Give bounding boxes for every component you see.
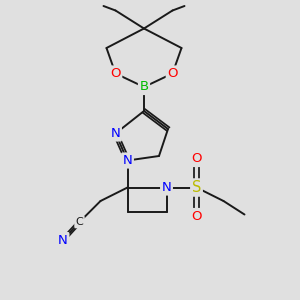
Text: S: S [192, 180, 201, 195]
Text: B: B [140, 80, 148, 94]
Text: O: O [191, 152, 202, 166]
Text: N: N [123, 154, 132, 167]
Text: O: O [110, 67, 121, 80]
Text: O: O [191, 209, 202, 223]
Text: N: N [58, 233, 68, 247]
Text: N: N [162, 181, 171, 194]
Text: O: O [167, 67, 178, 80]
Text: C: C [76, 217, 83, 227]
Text: N: N [111, 127, 120, 140]
